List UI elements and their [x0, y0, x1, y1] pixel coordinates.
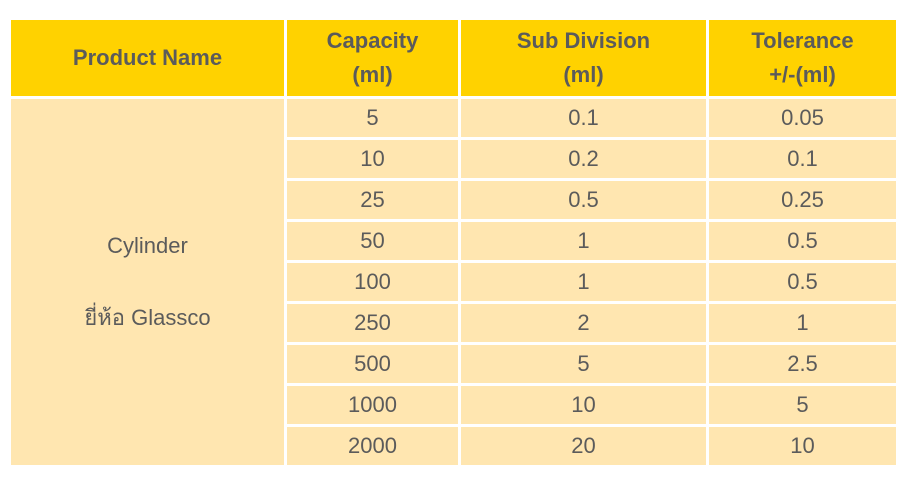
capacity-cell: 25: [284, 178, 461, 222]
header-capacity-unit: (ml): [352, 62, 393, 87]
capacity-cell: 250: [284, 301, 461, 345]
tolerance-cell: 0.5: [706, 219, 899, 263]
spec-table-container: Product Name Capacity (ml) Sub Division …: [8, 17, 899, 468]
header-row: Product Name Capacity (ml) Sub Division …: [8, 17, 899, 99]
subdivision-cell: 0.2: [458, 137, 709, 181]
header-sub-division-label: Sub Division: [516, 28, 651, 53]
capacity-cell: 10: [284, 137, 461, 181]
table-row: Cylinder ยี่ห้อ Glassco 5 0.1 0.05: [8, 96, 899, 468]
table-row: 250 2 1: [10, 301, 899, 345]
table-row: 1000 10 5: [10, 383, 899, 427]
tolerance-cell: 5: [706, 383, 899, 427]
subdivision-cell: 2: [458, 301, 709, 345]
subdivision-cell: 5: [458, 342, 709, 386]
table-row: 50 1 0.5: [10, 219, 899, 263]
subdivision-cell: 0.1: [458, 96, 709, 140]
tolerance-cell: 0.25: [706, 178, 899, 222]
table-row: 500 5 2.5: [10, 342, 899, 386]
product-name-cell: Cylinder ยี่ห้อ Glassco: [8, 96, 287, 468]
tolerance-cell: 10: [706, 424, 899, 468]
header-sub-division: Sub Division (ml): [458, 17, 709, 99]
header-product-name: Product Name: [8, 17, 287, 99]
tolerance-cell: 1: [706, 301, 899, 345]
table-row: 10 0.2 0.1: [10, 137, 899, 181]
header-tolerance: Tolerance +/-(ml): [706, 17, 899, 99]
product-brand: ยี่ห้อ Glassco: [84, 305, 211, 330]
header-product-name-label: Product Name: [72, 45, 223, 70]
capacity-cell: 100: [284, 260, 461, 304]
header-capacity-label: Capacity: [326, 28, 419, 53]
spec-table: Product Name Capacity (ml) Sub Division …: [8, 17, 899, 468]
capacity-cell: 2000: [284, 424, 461, 468]
capacity-cell: 50: [284, 219, 461, 263]
capacity-cell: 1000: [284, 383, 461, 427]
subdivision-cell: 20: [458, 424, 709, 468]
subdivision-cell: 0.5: [458, 178, 709, 222]
tolerance-cell: 0.1: [706, 137, 899, 181]
tolerance-cell: 0.05: [706, 96, 899, 140]
header-capacity: Capacity (ml): [284, 17, 461, 99]
header-sub-division-unit: (ml): [563, 62, 604, 87]
capacity-cell: 500: [284, 342, 461, 386]
table-row: 100 1 0.5: [10, 260, 899, 304]
capacity-cell: 5: [284, 96, 461, 140]
tolerance-cell: 2.5: [706, 342, 899, 386]
product-name: Cylinder: [107, 233, 188, 258]
subdivision-cell: 1: [458, 260, 709, 304]
tolerance-cell: 0.5: [706, 260, 899, 304]
header-tolerance-label: Tolerance: [751, 28, 854, 53]
subdivision-cell: 1: [458, 219, 709, 263]
table-row: 2000 20 10: [10, 424, 899, 468]
table-row: 25 0.5 0.25: [10, 178, 899, 222]
header-tolerance-unit: +/-(ml): [769, 62, 836, 87]
subdivision-cell: 10: [458, 383, 709, 427]
